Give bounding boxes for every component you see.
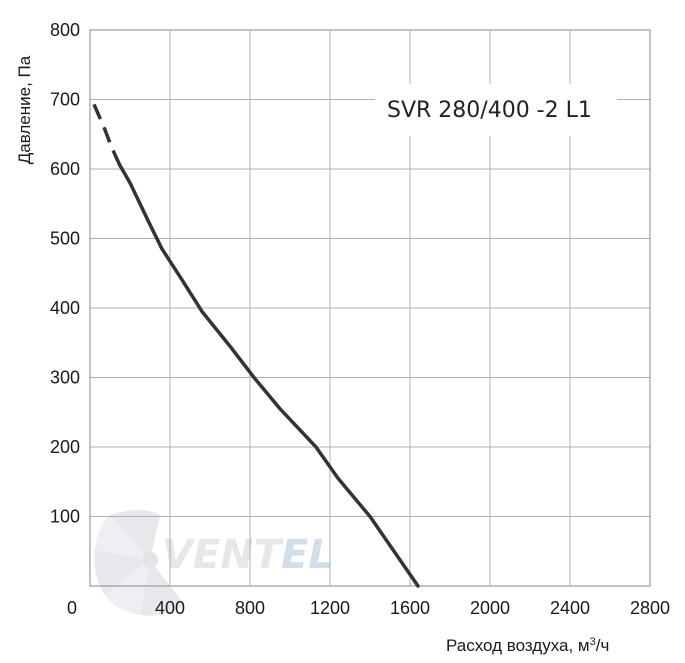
x-tick-label: 2800: [630, 598, 670, 618]
y-axis-ticks: 100 200 300 400 500 600 700 800: [50, 20, 80, 527]
y-tick-label: 600: [50, 159, 80, 179]
svg-text:VENTEL: VENTEL: [162, 532, 334, 578]
x-axis-title: Расход воздуха, м3/ч: [446, 636, 609, 655]
series-group: [92, 103, 420, 588]
series-line: [118, 163, 420, 588]
x-tick-label: 1600: [390, 598, 430, 618]
y-tick-label: 500: [50, 229, 80, 249]
x-axis-title-tail: /ч: [596, 636, 610, 655]
y-axis-title: Давление, Па: [15, 55, 34, 164]
model-label-box: SVR 280/400 -2 L1: [375, 84, 617, 136]
model-label: SVR 280/400 -2 L1: [387, 98, 592, 123]
ventel-watermark: VENTEL: [94, 510, 334, 616]
series-line-dashed: [92, 103, 122, 167]
x-tick-label: 0: [67, 598, 77, 618]
x-axis-title-sup: 3: [590, 636, 596, 648]
y-tick-label: 100: [50, 507, 80, 527]
y-tick-label: 200: [50, 437, 80, 457]
x-tick-label: 400: [155, 598, 185, 618]
watermark-accent-text: EL: [281, 532, 334, 578]
y-tick-label: 400: [50, 298, 80, 318]
x-tick-label: 1200: [310, 598, 350, 618]
x-axis-ticks: 0 400 800 1200 1600 2000 2400 2800: [67, 598, 670, 618]
watermark-main-text: VENT: [162, 532, 284, 578]
x-axis-title-main: Расход воздуха, м: [446, 636, 590, 655]
y-tick-label: 800: [50, 20, 80, 40]
x-tick-label: 800: [235, 598, 265, 618]
x-tick-label: 2000: [470, 598, 510, 618]
y-tick-label: 700: [50, 90, 80, 110]
plot-frame: [89, 29, 651, 587]
y-tick-label: 300: [50, 368, 80, 388]
x-tick-label: 2400: [550, 598, 590, 618]
